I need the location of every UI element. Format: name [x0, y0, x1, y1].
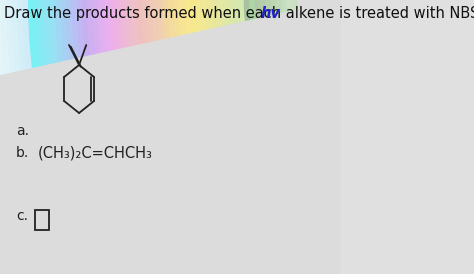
Polygon shape — [27, 0, 341, 68]
Polygon shape — [286, 0, 341, 12]
Polygon shape — [109, 0, 341, 50]
Polygon shape — [114, 0, 341, 49]
Polygon shape — [179, 0, 341, 35]
Polygon shape — [173, 0, 341, 36]
Polygon shape — [0, 0, 341, 78]
Polygon shape — [119, 0, 341, 48]
Polygon shape — [11, 0, 341, 72]
Polygon shape — [87, 0, 341, 55]
Polygon shape — [44, 0, 341, 65]
Polygon shape — [103, 0, 341, 52]
Polygon shape — [0, 0, 341, 80]
Polygon shape — [168, 0, 341, 38]
Text: (CH₃)₂C=CHCH₃: (CH₃)₂C=CHCH₃ — [37, 146, 152, 161]
Polygon shape — [22, 0, 341, 69]
Polygon shape — [33, 0, 341, 67]
Polygon shape — [281, 0, 341, 13]
Text: b.: b. — [16, 146, 29, 160]
Polygon shape — [157, 0, 341, 40]
Polygon shape — [76, 0, 341, 58]
Polygon shape — [82, 0, 341, 56]
Polygon shape — [1, 0, 341, 74]
Polygon shape — [249, 0, 341, 20]
Polygon shape — [222, 0, 341, 26]
Polygon shape — [49, 0, 341, 64]
Polygon shape — [136, 0, 341, 45]
Polygon shape — [265, 0, 341, 16]
Bar — [35, 210, 49, 230]
Polygon shape — [6, 0, 341, 73]
Polygon shape — [243, 0, 341, 21]
Polygon shape — [146, 0, 341, 42]
Polygon shape — [71, 0, 341, 59]
Polygon shape — [92, 0, 341, 54]
Polygon shape — [238, 0, 341, 22]
Polygon shape — [141, 0, 341, 44]
Polygon shape — [65, 0, 341, 60]
Text: Draw the products formed when each alkene is treated with NBS +: Draw the products formed when each alken… — [4, 6, 474, 21]
Polygon shape — [211, 0, 341, 28]
Text: c.: c. — [16, 209, 28, 223]
Polygon shape — [184, 0, 341, 34]
Polygon shape — [227, 0, 341, 25]
Polygon shape — [216, 0, 341, 27]
Polygon shape — [259, 0, 341, 18]
Polygon shape — [206, 0, 341, 29]
Polygon shape — [60, 0, 341, 61]
Polygon shape — [125, 0, 341, 47]
Polygon shape — [195, 0, 341, 32]
Polygon shape — [254, 0, 341, 19]
Polygon shape — [0, 0, 341, 76]
Polygon shape — [0, 0, 341, 75]
Polygon shape — [130, 0, 341, 46]
Polygon shape — [152, 0, 341, 41]
Polygon shape — [233, 0, 341, 24]
Polygon shape — [38, 0, 341, 66]
Polygon shape — [200, 0, 341, 31]
Polygon shape — [163, 0, 341, 39]
Text: hv: hv — [261, 6, 281, 21]
Polygon shape — [270, 0, 341, 15]
Polygon shape — [190, 0, 341, 33]
Polygon shape — [276, 0, 341, 14]
Polygon shape — [98, 0, 341, 53]
Text: a.: a. — [16, 124, 29, 138]
Polygon shape — [0, 0, 341, 79]
Polygon shape — [17, 0, 341, 70]
Polygon shape — [292, 0, 341, 11]
Polygon shape — [55, 0, 341, 62]
